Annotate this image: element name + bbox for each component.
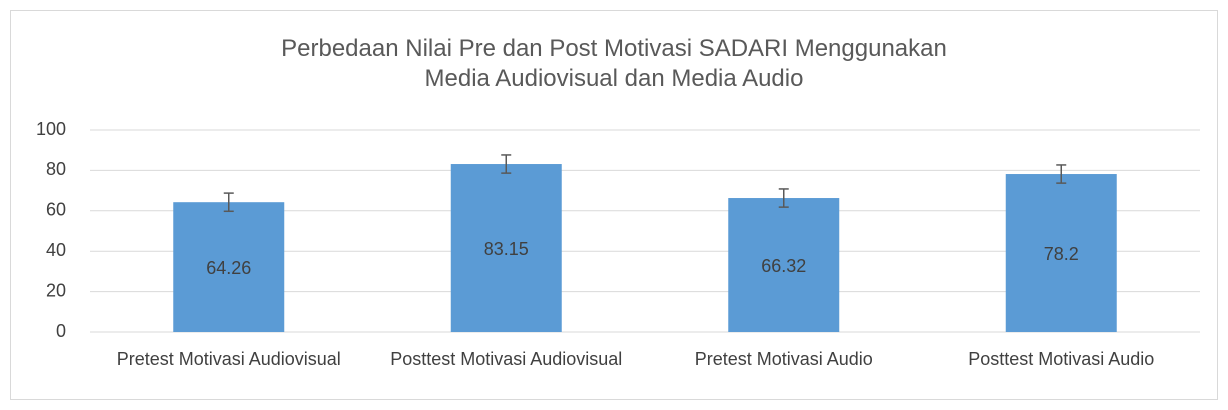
- data-label: 83.15: [484, 239, 529, 259]
- x-tick-label: Pretest Motivasi Audiovisual: [116, 349, 341, 369]
- bar: [173, 202, 285, 332]
- y-tick-label: 20: [46, 280, 66, 300]
- bar: [1005, 174, 1117, 332]
- chart-title: Perbedaan Nilai Pre dan Post Motivasi SA…: [281, 35, 947, 92]
- y-tick-label: 80: [46, 159, 66, 179]
- data-label: 78.2: [1044, 244, 1079, 264]
- y-tick-label: 60: [46, 200, 66, 220]
- x-tick-label: Posttest Motivasi Audio: [968, 349, 1155, 369]
- chart-border: [10, 10, 1218, 400]
- bar: [728, 198, 840, 332]
- y-tick-label: 40: [46, 240, 66, 260]
- x-tick-label: Posttest Motivasi Audiovisual: [390, 349, 623, 369]
- bar: [450, 164, 562, 332]
- y-tick-label: 100: [36, 119, 66, 139]
- data-label: 64.26: [206, 258, 251, 278]
- x-tick-label: Pretest Motivasi Audio: [694, 349, 873, 369]
- data-label: 66.32: [761, 256, 806, 276]
- y-tick-label: 0: [56, 321, 66, 341]
